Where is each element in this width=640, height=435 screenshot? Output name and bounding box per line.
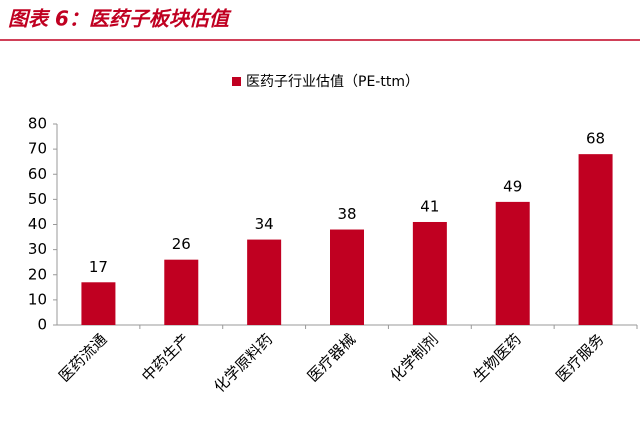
bar [578,154,613,325]
x-tick-label: 中药生产 [138,330,193,385]
data-label: 68 [586,130,605,148]
y-tick-label: 30 [28,240,47,258]
y-tick-label: 50 [28,190,47,208]
x-tick-label: 医疗服务 [552,330,607,385]
data-label: 17 [89,258,108,276]
x-tick-label: 医药流通 [55,330,110,385]
bar [247,239,282,325]
x-tick-label: 化学原料药 [210,330,276,396]
bar [495,201,530,325]
data-label: 41 [420,197,439,215]
chart-title: 图表 6：医药子板块估值 [8,7,232,31]
y-tick-label: 80 [28,115,47,133]
x-tick-label: 化学制剂 [387,330,442,385]
y-tick-label: 20 [28,265,47,283]
y-tick-label: 60 [28,165,47,183]
x-tick-label: 医疗器械 [304,330,359,385]
data-label: 26 [172,235,191,253]
bar [412,221,447,325]
data-label: 38 [337,205,356,223]
y-tick-label: 40 [28,215,47,233]
legend-label: 医药子行业估值（PE-ttm） [246,74,419,90]
data-label: 34 [255,215,274,233]
bar [164,259,199,325]
data-label: 49 [503,177,522,195]
y-tick-label: 10 [28,290,47,308]
bar [81,282,116,325]
x-tick-label: 生物医药 [470,330,525,385]
y-tick-label: 0 [37,316,47,334]
y-tick-label: 70 [28,140,47,158]
legend-swatch [232,77,241,86]
bar [330,229,364,325]
